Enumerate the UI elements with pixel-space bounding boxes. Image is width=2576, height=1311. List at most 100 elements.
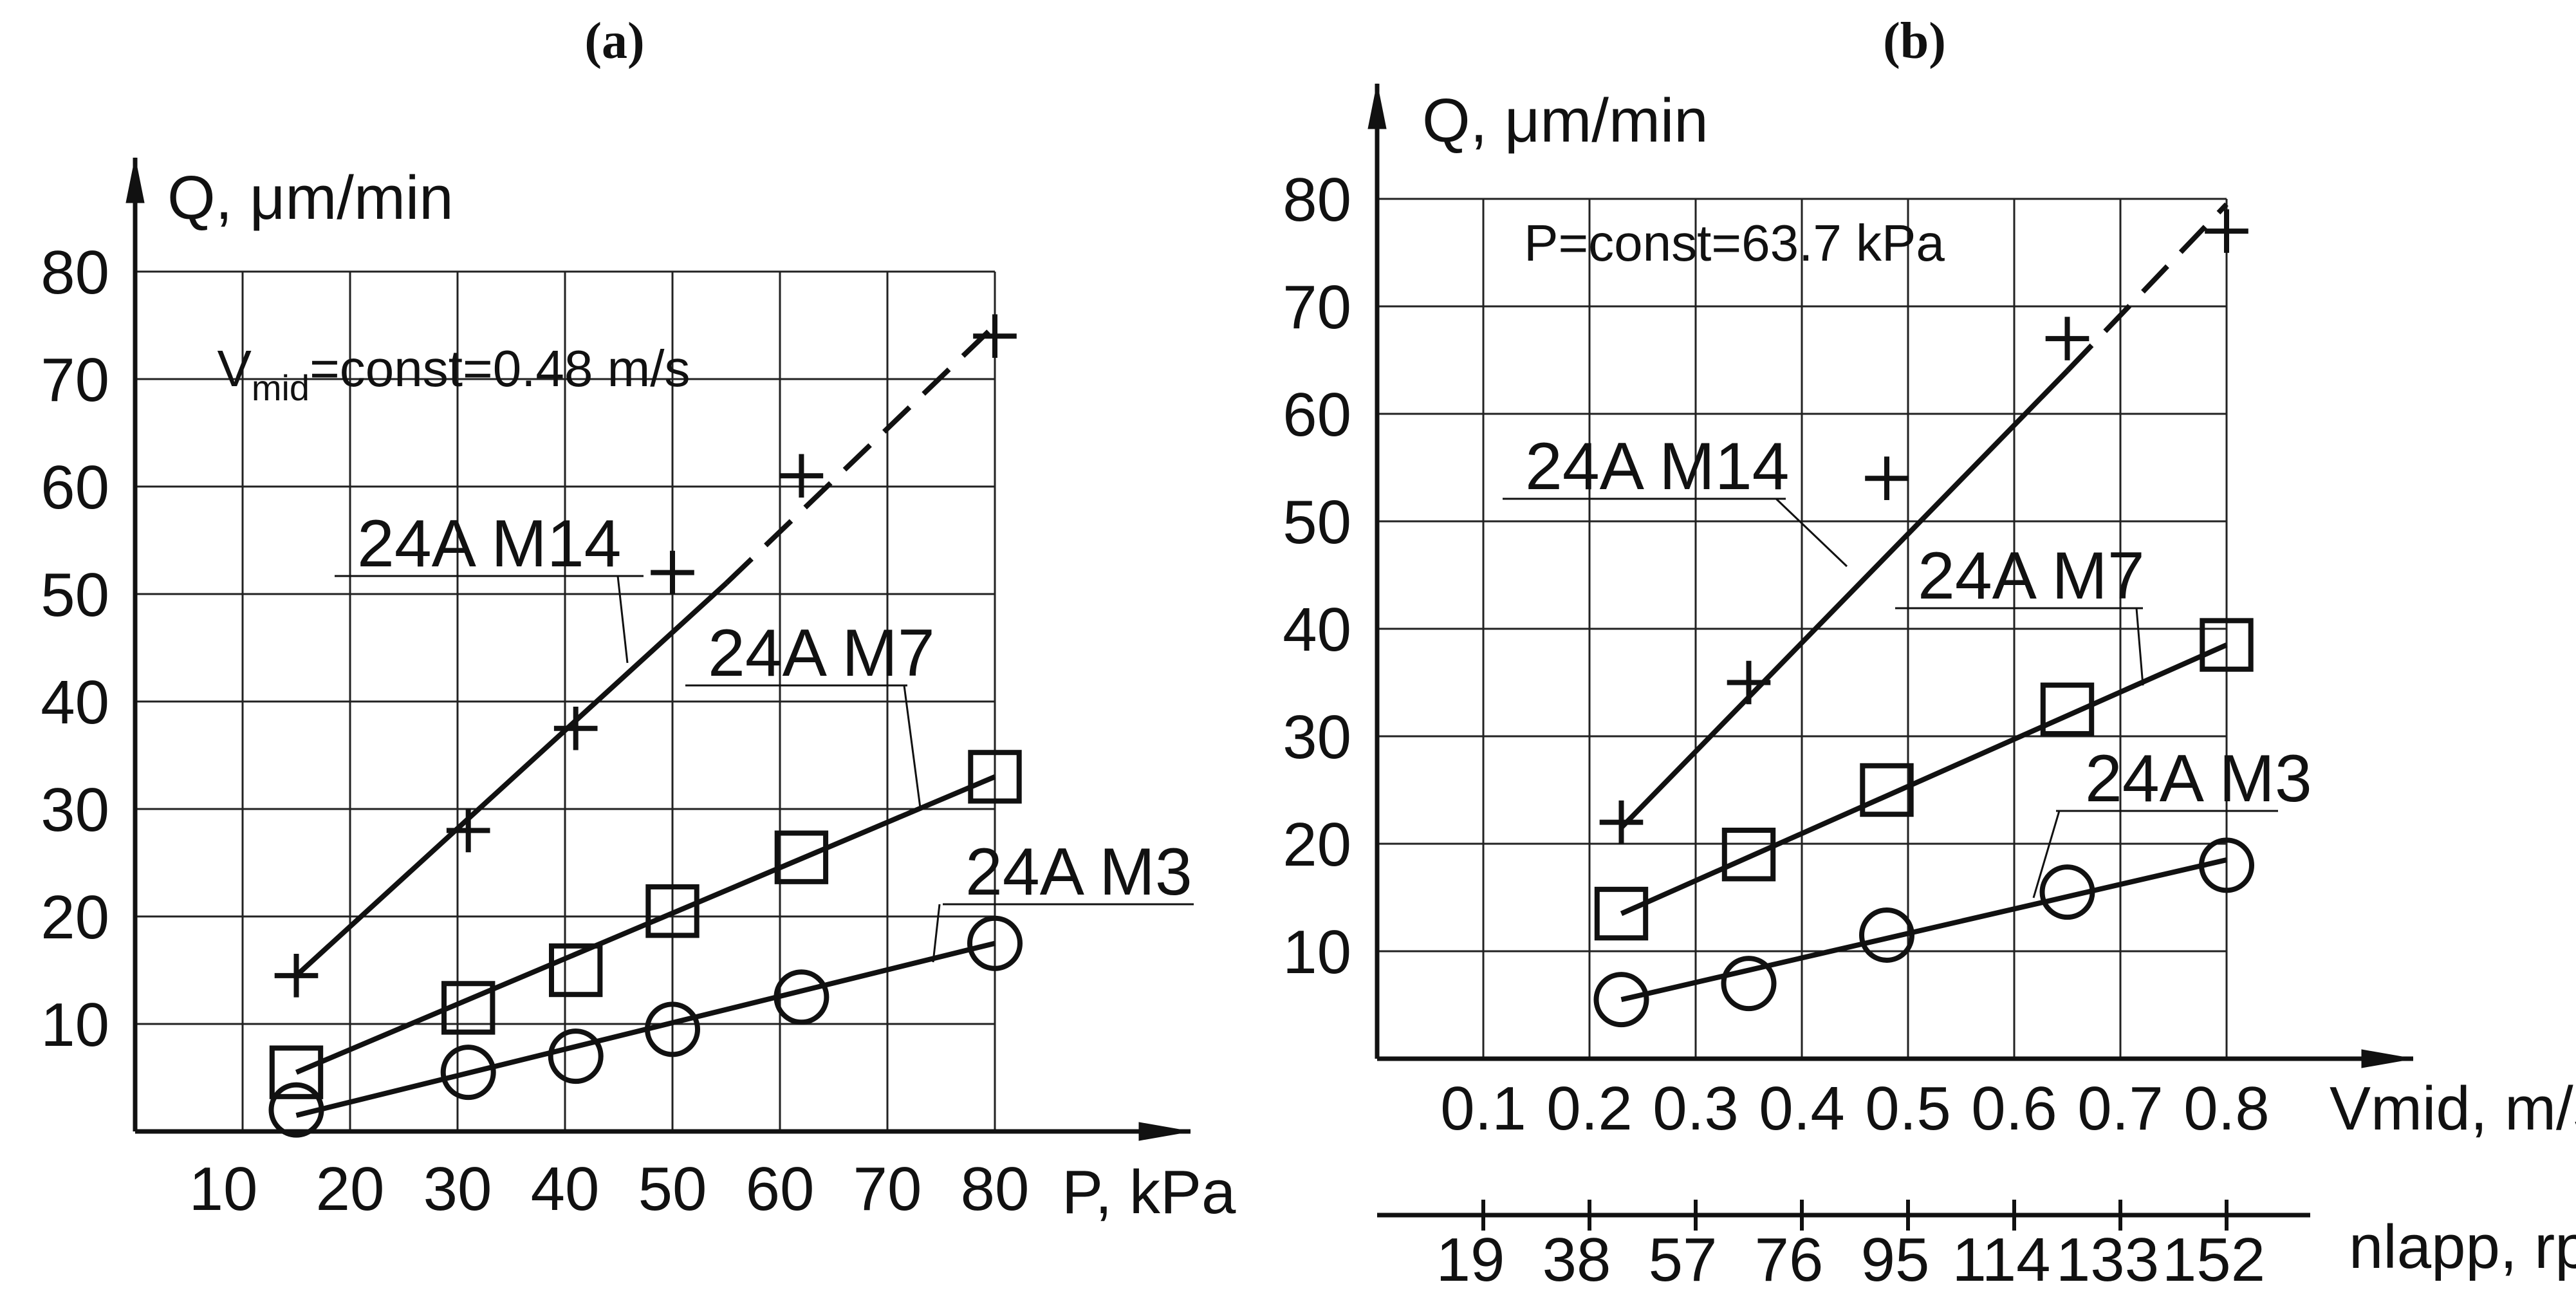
square-marker bbox=[441, 981, 496, 1035]
secondary-x-tick-label: 152 bbox=[2162, 1225, 2265, 1294]
x-tick-label: 0.5 bbox=[1865, 1074, 1951, 1143]
secondary-x-tick-label: 114 bbox=[1952, 1225, 2050, 1294]
series-label: 24A M3 bbox=[2085, 741, 2312, 816]
x-tick-label: 80 bbox=[961, 1155, 1030, 1223]
plus-marker bbox=[2205, 209, 2248, 253]
secondary-x-tick-label: 38 bbox=[1543, 1225, 1611, 1294]
y-axis-title: Q, μm/min bbox=[167, 163, 454, 232]
y-tick-label: 60 bbox=[41, 453, 109, 522]
circle-marker bbox=[2199, 837, 2254, 893]
circle-marker bbox=[1593, 972, 1649, 1028]
fit-line bbox=[1619, 369, 2070, 830]
series-circle: 24A M3 bbox=[1593, 741, 2312, 1028]
series-square: 24A M7 bbox=[269, 616, 1022, 1099]
x-axis-arrow bbox=[2361, 1049, 2414, 1068]
secondary-x-tick-label: 95 bbox=[1861, 1225, 1930, 1294]
plus-marker bbox=[779, 454, 824, 498]
y-tick-label: 50 bbox=[41, 561, 109, 629]
x-tick-label: 0.7 bbox=[2077, 1074, 2163, 1143]
x-tick-label: 50 bbox=[638, 1155, 707, 1223]
plus-marker bbox=[2045, 317, 2090, 360]
grid bbox=[135, 270, 996, 1131]
y-tick-label: 30 bbox=[1283, 703, 1351, 772]
label-leader-line bbox=[2032, 810, 2061, 898]
series-circle: 24A M3 bbox=[268, 835, 1194, 1138]
series-square: 24A M7 bbox=[1594, 539, 2254, 941]
label-leader-line bbox=[903, 685, 922, 808]
chart-panel-b: 0.1 0.2 0.3 0.4 0.5 0.6 0.7 0.8 10 20 30 40 50 60 70 80… bbox=[1283, 13, 2576, 1294]
y-axis-arrow bbox=[1367, 83, 1387, 129]
plus-marker bbox=[446, 808, 490, 853]
series-label: 24A M7 bbox=[708, 616, 935, 691]
y-tick-label: 80 bbox=[1283, 165, 1351, 234]
square-marker bbox=[2040, 682, 2095, 736]
y-tick-label: 30 bbox=[41, 776, 109, 844]
y-tick-label: 20 bbox=[1283, 810, 1351, 879]
x-tick-label: 20 bbox=[316, 1155, 385, 1223]
x-axis-title: P, kPa bbox=[1062, 1158, 1236, 1227]
panel-label: (a) bbox=[584, 13, 644, 70]
square-marker bbox=[1860, 763, 1914, 817]
circle-marker bbox=[645, 1001, 700, 1057]
label-leader-line bbox=[2135, 608, 2144, 686]
plus-marker bbox=[553, 706, 598, 750]
grid bbox=[1377, 198, 2228, 1059]
label-leader-line bbox=[616, 575, 629, 664]
y-tick-label: 60 bbox=[1283, 380, 1351, 449]
circle-marker bbox=[2039, 864, 2095, 920]
plus-marker bbox=[1599, 800, 1644, 844]
y-tick-label: 70 bbox=[1283, 273, 1351, 342]
plus-marker bbox=[651, 550, 694, 595]
y-axis-arrow bbox=[125, 157, 145, 203]
y-tick-label: 40 bbox=[41, 668, 109, 737]
series-label: 24A M7 bbox=[1918, 539, 2145, 613]
plus-marker bbox=[1865, 456, 1909, 500]
fit-line bbox=[295, 774, 996, 1075]
x-tick-label: 30 bbox=[423, 1155, 492, 1223]
x-axis-title: Vmid, m/s bbox=[2330, 1074, 2576, 1143]
plus-marker bbox=[274, 954, 319, 998]
x-tick-label: 10 bbox=[189, 1155, 258, 1223]
square-marker bbox=[1721, 828, 1776, 882]
fit-line-extrapolated bbox=[724, 323, 997, 586]
label-leader-line bbox=[932, 904, 941, 963]
plus-marker bbox=[1727, 660, 1771, 705]
y-axis-title: Q, μm/min bbox=[1422, 86, 1709, 155]
chart-panel-a: 10 20 30 40 50 60 70 80 10 20 30 40 50 60 70 80 Q, μm/mi… bbox=[41, 13, 1236, 1227]
square-marker bbox=[645, 884, 700, 938]
circle-marker bbox=[967, 915, 1023, 971]
x-tick-label: 0.4 bbox=[1759, 1074, 1844, 1143]
series-label: 24A M14 bbox=[1525, 429, 1790, 504]
x-tick-label: 0.8 bbox=[2183, 1074, 2269, 1143]
y-tick-label: 40 bbox=[1283, 595, 1351, 664]
series-plus: 24A M14 bbox=[274, 314, 1017, 998]
square-marker bbox=[269, 1045, 324, 1099]
series-label: 24A M3 bbox=[965, 835, 1192, 909]
x-tick-label: 60 bbox=[746, 1155, 815, 1223]
circle-marker bbox=[1721, 956, 1777, 1012]
y-tick-label: 50 bbox=[1283, 488, 1351, 557]
square-marker bbox=[774, 830, 829, 884]
fit-line-extrapolated bbox=[2065, 202, 2229, 373]
circle-marker bbox=[440, 1045, 496, 1101]
secondary-x-tick-label: 19 bbox=[1436, 1225, 1505, 1294]
label-leader-line bbox=[1775, 497, 1848, 568]
secondary-x-tick-label: 57 bbox=[1649, 1225, 1718, 1294]
y-tick-label: 20 bbox=[41, 883, 109, 952]
square-marker bbox=[2200, 618, 2254, 672]
square-marker bbox=[1594, 886, 1649, 941]
x-tick-label: 0.2 bbox=[1546, 1074, 1632, 1143]
x-axis-arrow bbox=[1138, 1122, 1191, 1141]
panel-label: (b) bbox=[1883, 13, 1946, 70]
secondary-x-axis-title: nlapp, rpm bbox=[2349, 1213, 2576, 1281]
square-marker bbox=[549, 943, 603, 998]
circle-marker bbox=[548, 1028, 604, 1084]
x-tick-label: 0.1 bbox=[1440, 1074, 1526, 1143]
x-tick-label: 0.6 bbox=[1971, 1074, 2057, 1143]
secondary-x-tick-label: 133 bbox=[2056, 1225, 2159, 1294]
y-tick-label: 10 bbox=[41, 990, 109, 1059]
series-plus: 24A M14 bbox=[1503, 202, 2248, 844]
x-tick-label: 70 bbox=[853, 1155, 922, 1223]
y-tick-label: 10 bbox=[1283, 918, 1351, 987]
